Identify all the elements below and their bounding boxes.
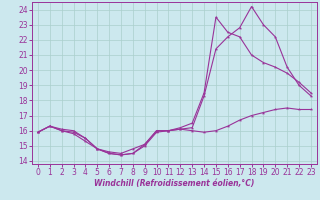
X-axis label: Windchill (Refroidissement éolien,°C): Windchill (Refroidissement éolien,°C) bbox=[94, 179, 255, 188]
